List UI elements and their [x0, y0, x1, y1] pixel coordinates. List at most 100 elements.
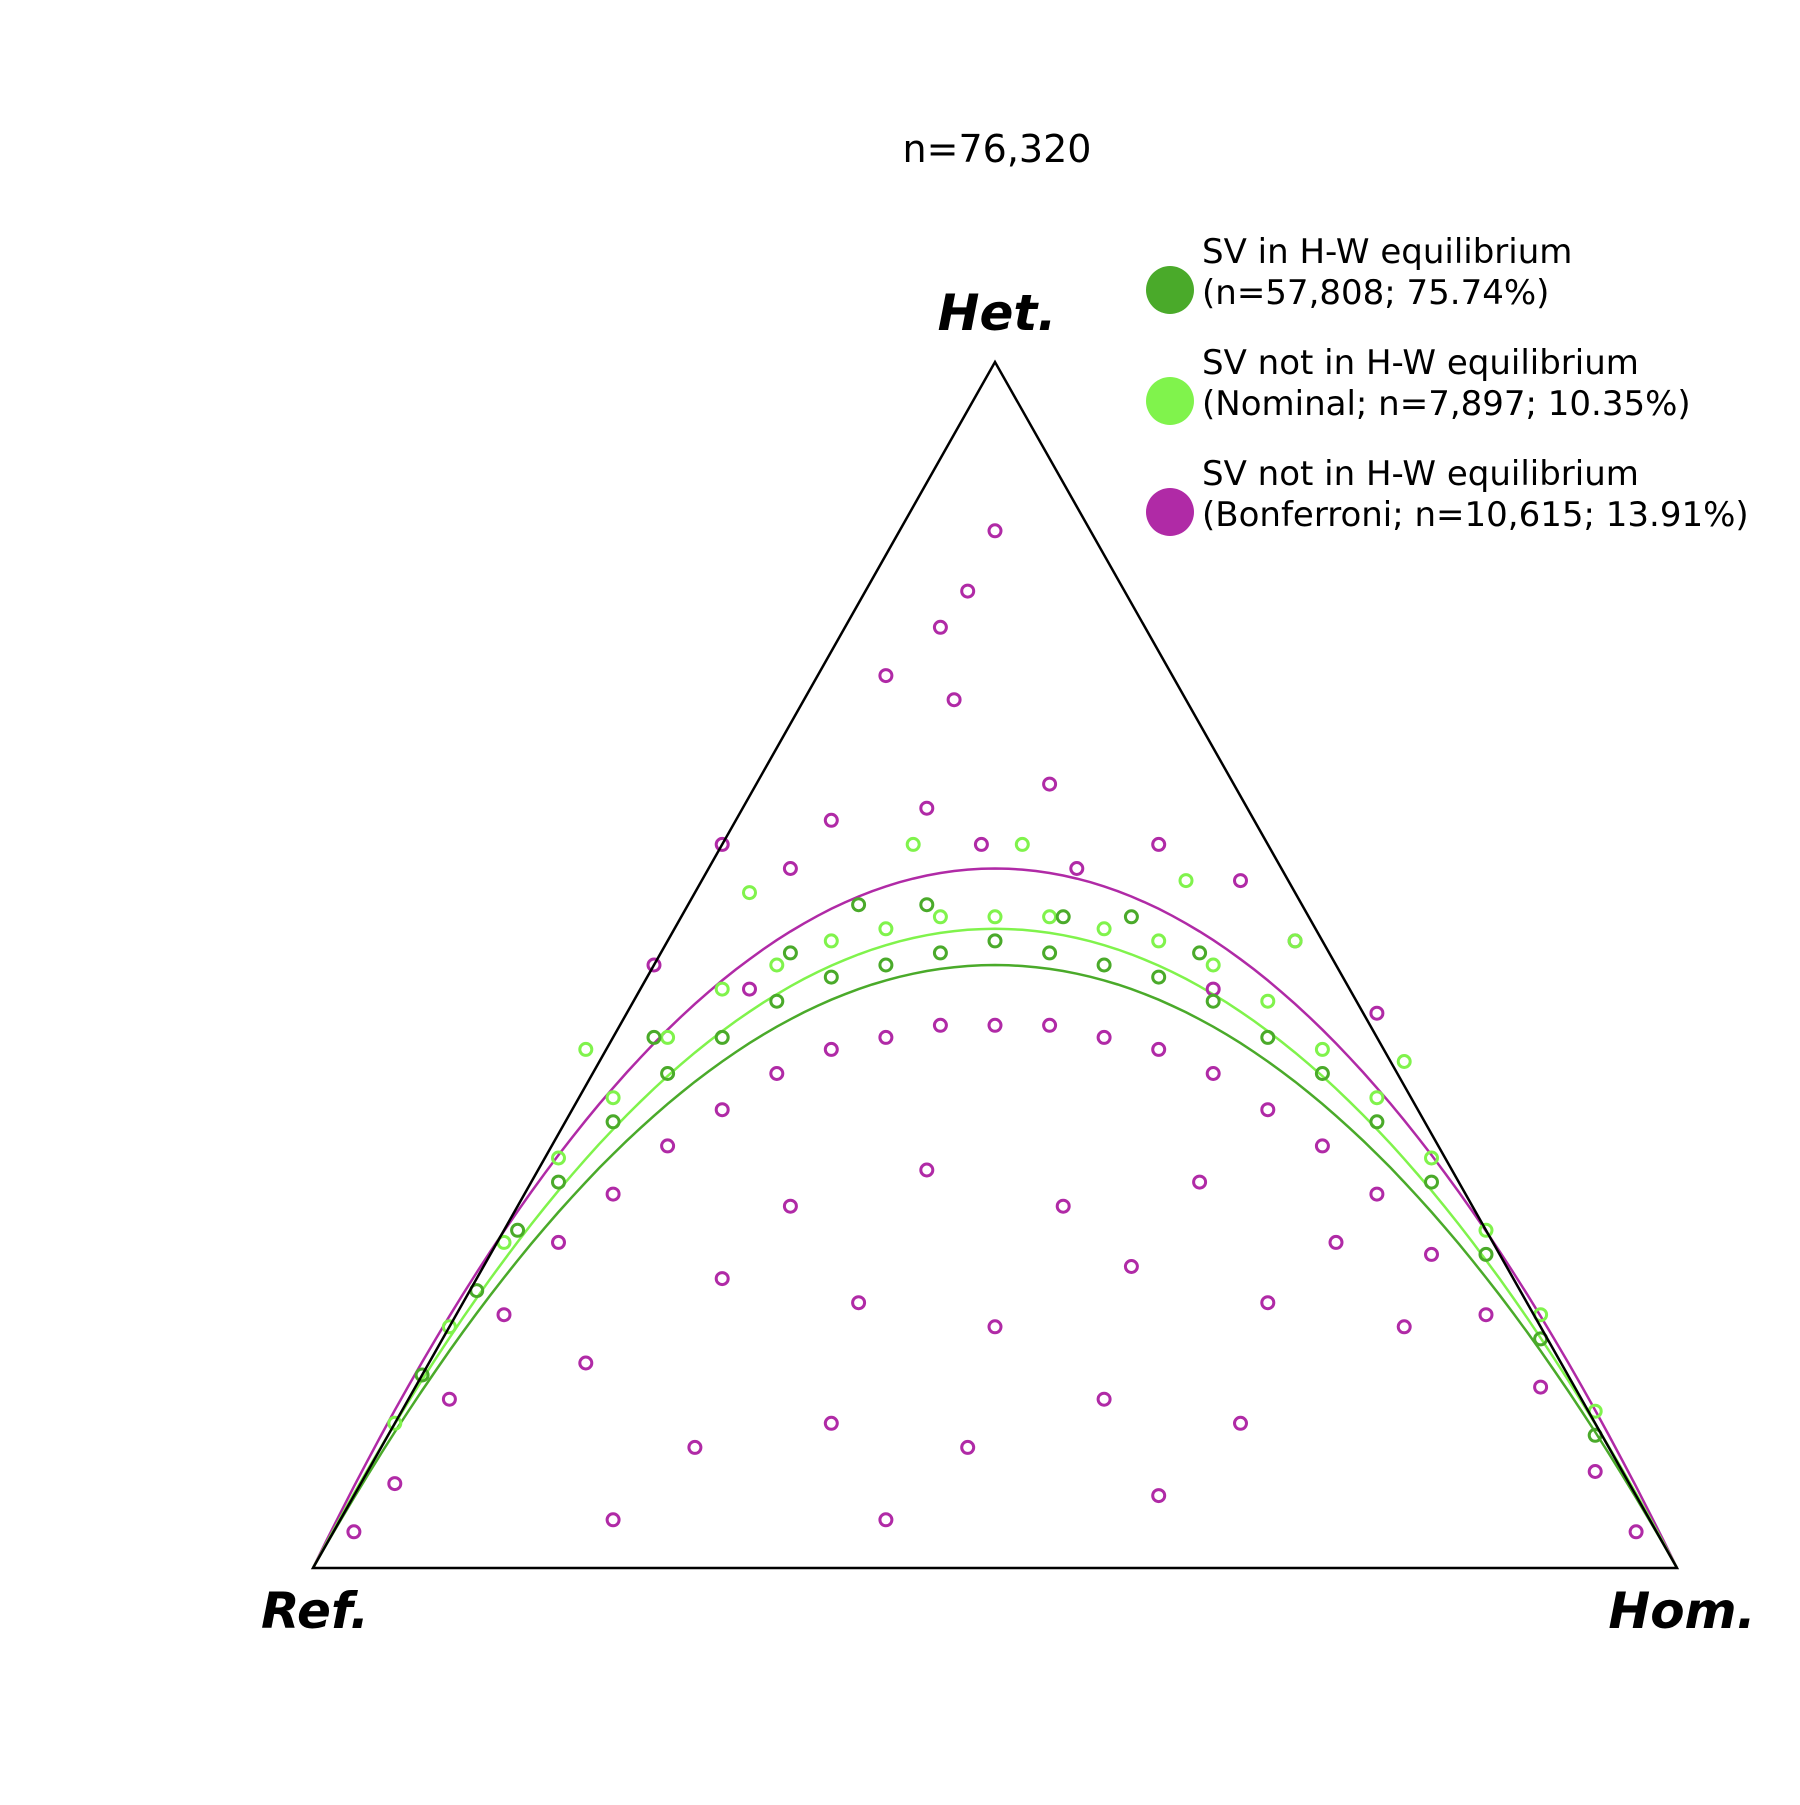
- point-nominal-29: [1396, 1054, 1412, 1069]
- point-bonferroni-14: [1096, 1029, 1112, 1045]
- point-hwe-2: [510, 1222, 526, 1238]
- point-hwe-12: [1042, 945, 1058, 961]
- point-hwe-25: [1055, 909, 1071, 925]
- point-nominal-26: [1178, 873, 1194, 889]
- curve-bonferroni: [311, 867, 1679, 1569]
- point-bonferroni-37: [687, 1439, 703, 1455]
- point-bonferroni-34: [1260, 1295, 1276, 1311]
- point-bonferroni-35: [1328, 1234, 1344, 1250]
- point-bonferroni-25: [578, 1355, 594, 1371]
- legend-marker-nominal: [1146, 377, 1194, 425]
- point-hwe-8: [823, 969, 839, 985]
- point-nominal-18: [1369, 1090, 1385, 1106]
- point-bonferroni-29: [919, 1162, 935, 1178]
- point-hwe-9: [878, 957, 894, 973]
- point-bonferroni-2: [441, 1391, 457, 1407]
- point-nominal-4: [605, 1090, 621, 1106]
- point-nominal-3: [551, 1150, 566, 1166]
- point-nominal-13: [1096, 921, 1112, 937]
- point-bonferroni-17: [1260, 1102, 1276, 1118]
- point-bonferroni-22: [1533, 1379, 1549, 1395]
- point-nominal-0: [387, 1415, 403, 1431]
- point-hwe-0: [414, 1367, 430, 1383]
- point-bonferroni-44: [1151, 1488, 1167, 1504]
- point-hwe-7: [769, 993, 785, 1009]
- legend-text-hwe-line1: SV in H-W equilibrium: [1202, 232, 1572, 272]
- point-bonferroni-46: [960, 583, 976, 599]
- legend-item-hwe: SV in H-W equilibrium (n=57,808; 75.74%): [1146, 232, 1572, 314]
- legend-text-nominal-line2: (Nominal; n=7,897; 10.35%): [1202, 384, 1691, 424]
- point-hwe-26: [1192, 945, 1208, 961]
- point-bonferroni-60: [646, 957, 662, 973]
- point-bonferroni-0: [346, 1524, 362, 1540]
- point-hwe-23: [782, 945, 798, 961]
- point-bonferroni-23: [1587, 1464, 1603, 1479]
- point-hwe-28: [851, 897, 867, 913]
- point-hwe-5: [660, 1066, 676, 1081]
- legend-text-bonferroni-line2: (Bonferroni; n=10,615; 13.91%): [1202, 495, 1749, 535]
- point-bonferroni-50: [973, 836, 989, 852]
- point-nominal-5: [660, 1029, 676, 1045]
- point-bonferroni-36: [1396, 1319, 1412, 1335]
- point-bonferroni-54: [782, 861, 798, 876]
- point-bonferroni-11: [932, 1017, 948, 1033]
- point-bonferroni-6: [660, 1138, 676, 1154]
- point-bonferroni-57: [1042, 776, 1058, 792]
- point-bonferroni-30: [987, 1319, 1003, 1335]
- point-bonferroni-61: [1369, 1005, 1385, 1021]
- point-bonferroni-58: [714, 836, 730, 852]
- point-bonferroni-48: [878, 668, 894, 684]
- point-hwe-14: [1151, 969, 1167, 985]
- point-bonferroni-19: [1369, 1186, 1385, 1202]
- point-nominal-17: [1314, 1041, 1330, 1057]
- point-bonferroni-12: [987, 1017, 1003, 1033]
- vertex-label-hom: Hom.: [1608, 1582, 1755, 1640]
- point-bonferroni-15: [1151, 1041, 1167, 1057]
- point-nominal-6: [714, 981, 730, 997]
- point-hwe-24: [919, 897, 935, 913]
- point-bonferroni-20: [1424, 1246, 1439, 1262]
- vertex-label-ref: Ref.: [261, 1582, 369, 1640]
- legend-text-nominal-line1: SV not in H-W equilibrium: [1202, 343, 1639, 383]
- point-bonferroni-5: [605, 1186, 621, 1202]
- point-bonferroni-52: [1069, 861, 1085, 876]
- point-bonferroni-33: [1192, 1174, 1208, 1190]
- curve-nominal: [311, 927, 1679, 1569]
- point-nominal-19: [1424, 1150, 1439, 1166]
- legend-item-bonferroni: SV not in H-W equilibrium (Bonferroni; n…: [1146, 454, 1749, 536]
- hwe-curves: [311, 867, 1679, 1569]
- point-bonferroni-42: [605, 1512, 621, 1528]
- point-bonferroni-3: [496, 1307, 512, 1323]
- point-bonferroni-13: [1042, 1017, 1058, 1033]
- point-hwe-4: [605, 1114, 621, 1130]
- point-hwe-13: [1096, 957, 1112, 973]
- point-bonferroni-55: [1233, 873, 1248, 889]
- point-bonferroni-26: [714, 1271, 730, 1287]
- point-nominal-20: [1478, 1222, 1494, 1238]
- point-nominal-10: [932, 909, 948, 925]
- point-bonferroni-53: [1151, 836, 1167, 852]
- point-bonferroni-56: [919, 800, 935, 816]
- point-bonferroni-47: [932, 619, 948, 635]
- point-bonferroni-39: [960, 1439, 976, 1455]
- point-bonferroni-31: [1055, 1198, 1071, 1214]
- point-bonferroni-7: [714, 1102, 730, 1118]
- point-bonferroni-41: [1233, 1415, 1248, 1431]
- legend-marker-bonferroni: [1146, 488, 1194, 536]
- point-hwe-18: [1369, 1114, 1385, 1130]
- point-bonferroni-32: [1123, 1259, 1139, 1274]
- point-nominal-8: [823, 933, 839, 949]
- point-hwe-16: [1260, 1029, 1276, 1045]
- point-bonferroni-9: [823, 1041, 839, 1057]
- point-bonferroni-45: [987, 523, 1003, 539]
- point-bonferroni-21: [1478, 1307, 1494, 1323]
- point-hwe-10: [932, 945, 948, 961]
- point-nominal-9: [878, 921, 894, 937]
- point-nominal-1: [441, 1319, 457, 1335]
- legend-text-bonferroni-line1: SV not in H-W equilibrium: [1202, 454, 1639, 494]
- point-bonferroni-43: [878, 1512, 894, 1528]
- point-hwe-17: [1314, 1066, 1330, 1081]
- point-hwe-11: [987, 933, 1003, 949]
- point-bonferroni-8: [769, 1066, 785, 1081]
